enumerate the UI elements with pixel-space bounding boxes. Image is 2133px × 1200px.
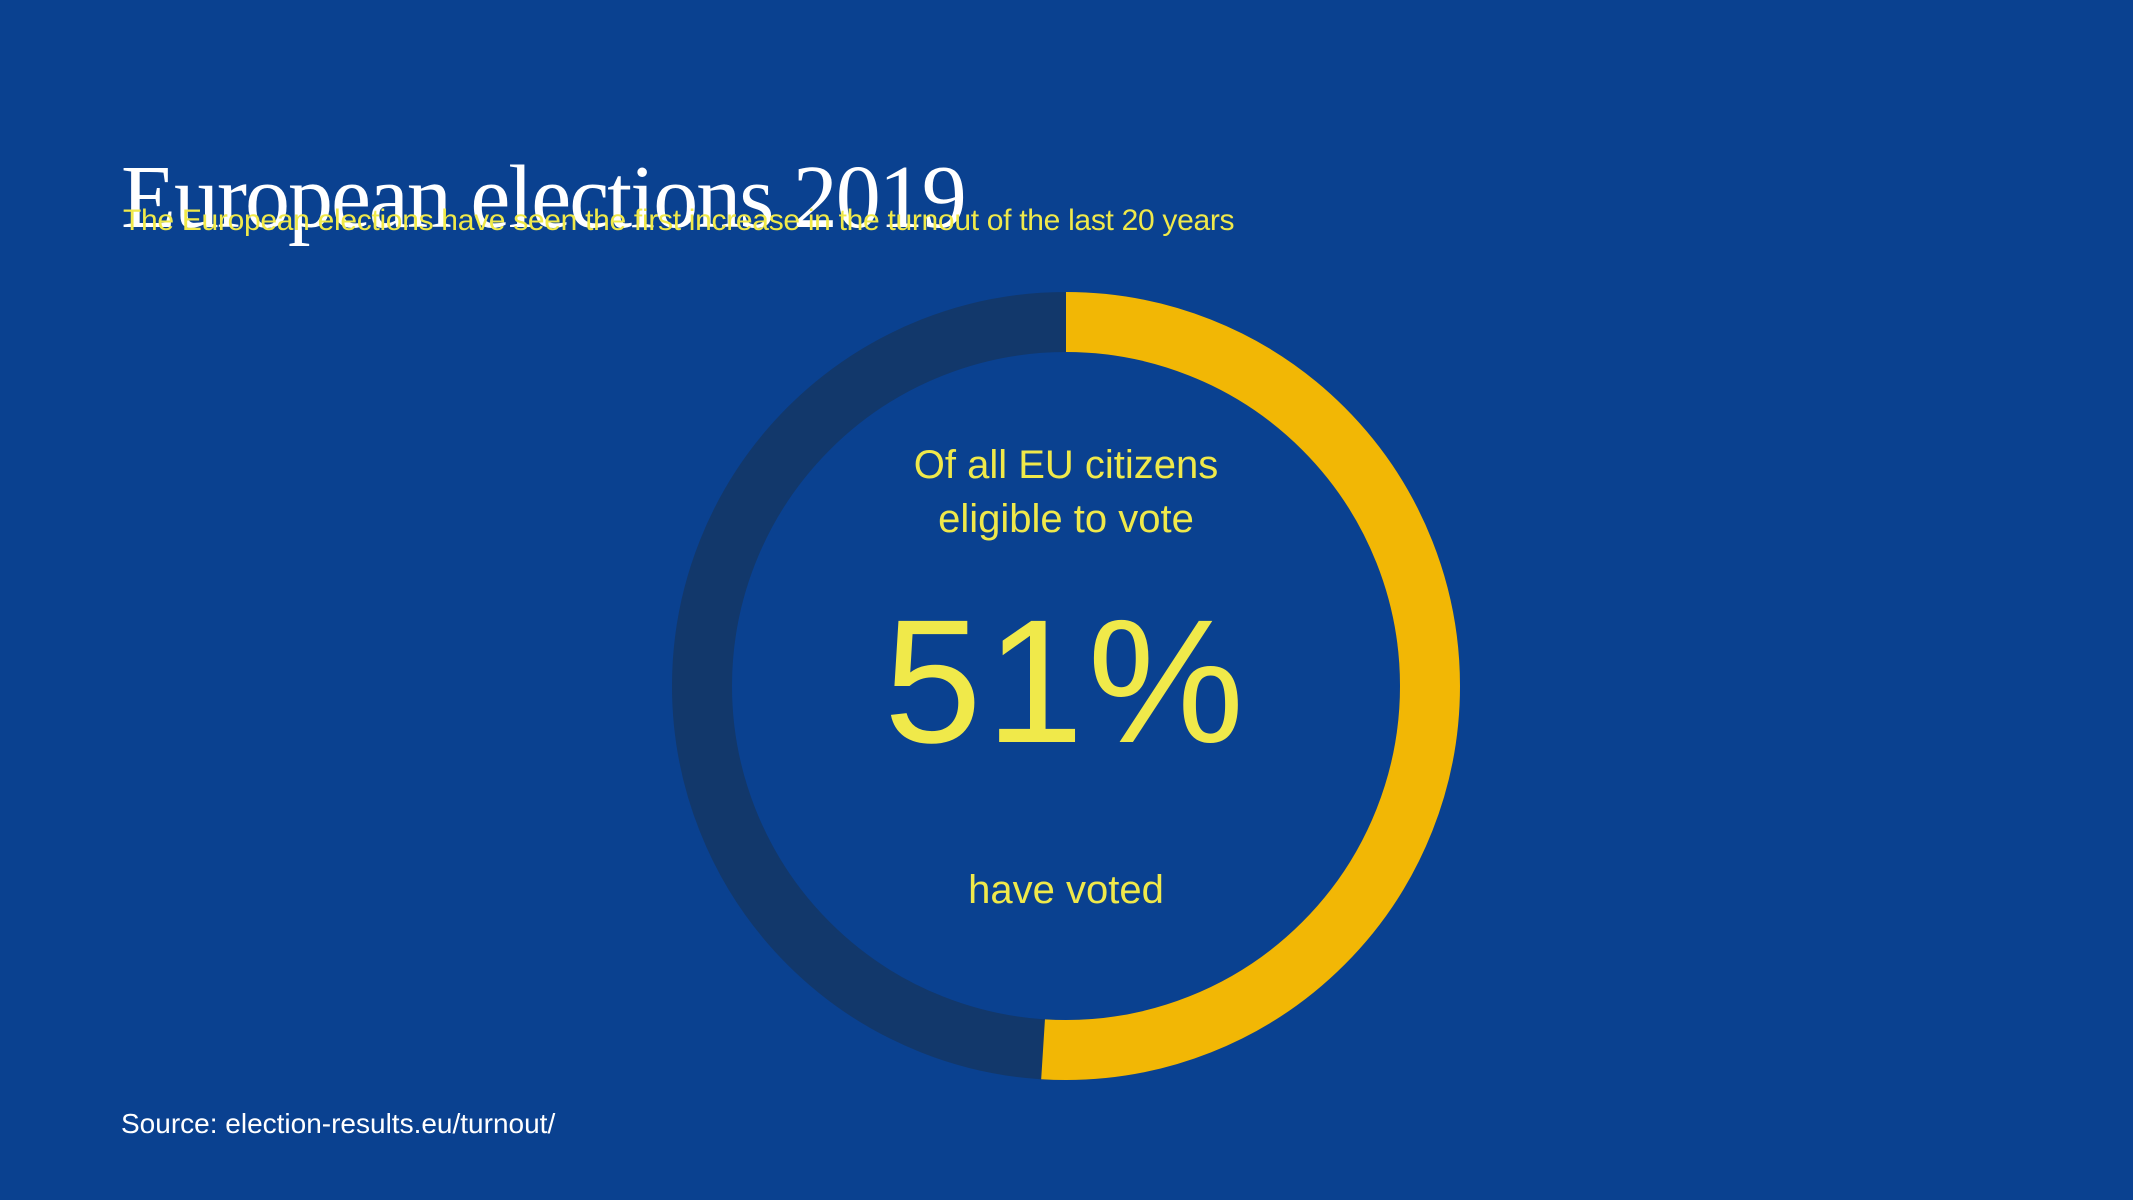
source-note: Source: election-results.eu/turnout/ [121, 1108, 556, 1139]
donut-center-label-bottom: have voted [968, 868, 1164, 912]
donut-chart: Of all EU citizens eligible to vote 51% … [672, 292, 1460, 1080]
donut-center-label-top-line1: Of all EU citizens [913, 443, 1219, 487]
donut-center-label-top-line2: eligible to vote [938, 497, 1194, 541]
donut-value-arc [672, 292, 1460, 1080]
donut-center-label-top: Of all EU citizens eligible to vote [672, 438, 1460, 546]
donut-chart-svg [672, 292, 1460, 1080]
donut-center-value: 51% [883, 584, 1249, 780]
page-subtitle: The European elections have seen the fir… [123, 204, 1235, 237]
page-title: European elections 2019 [121, 148, 967, 248]
